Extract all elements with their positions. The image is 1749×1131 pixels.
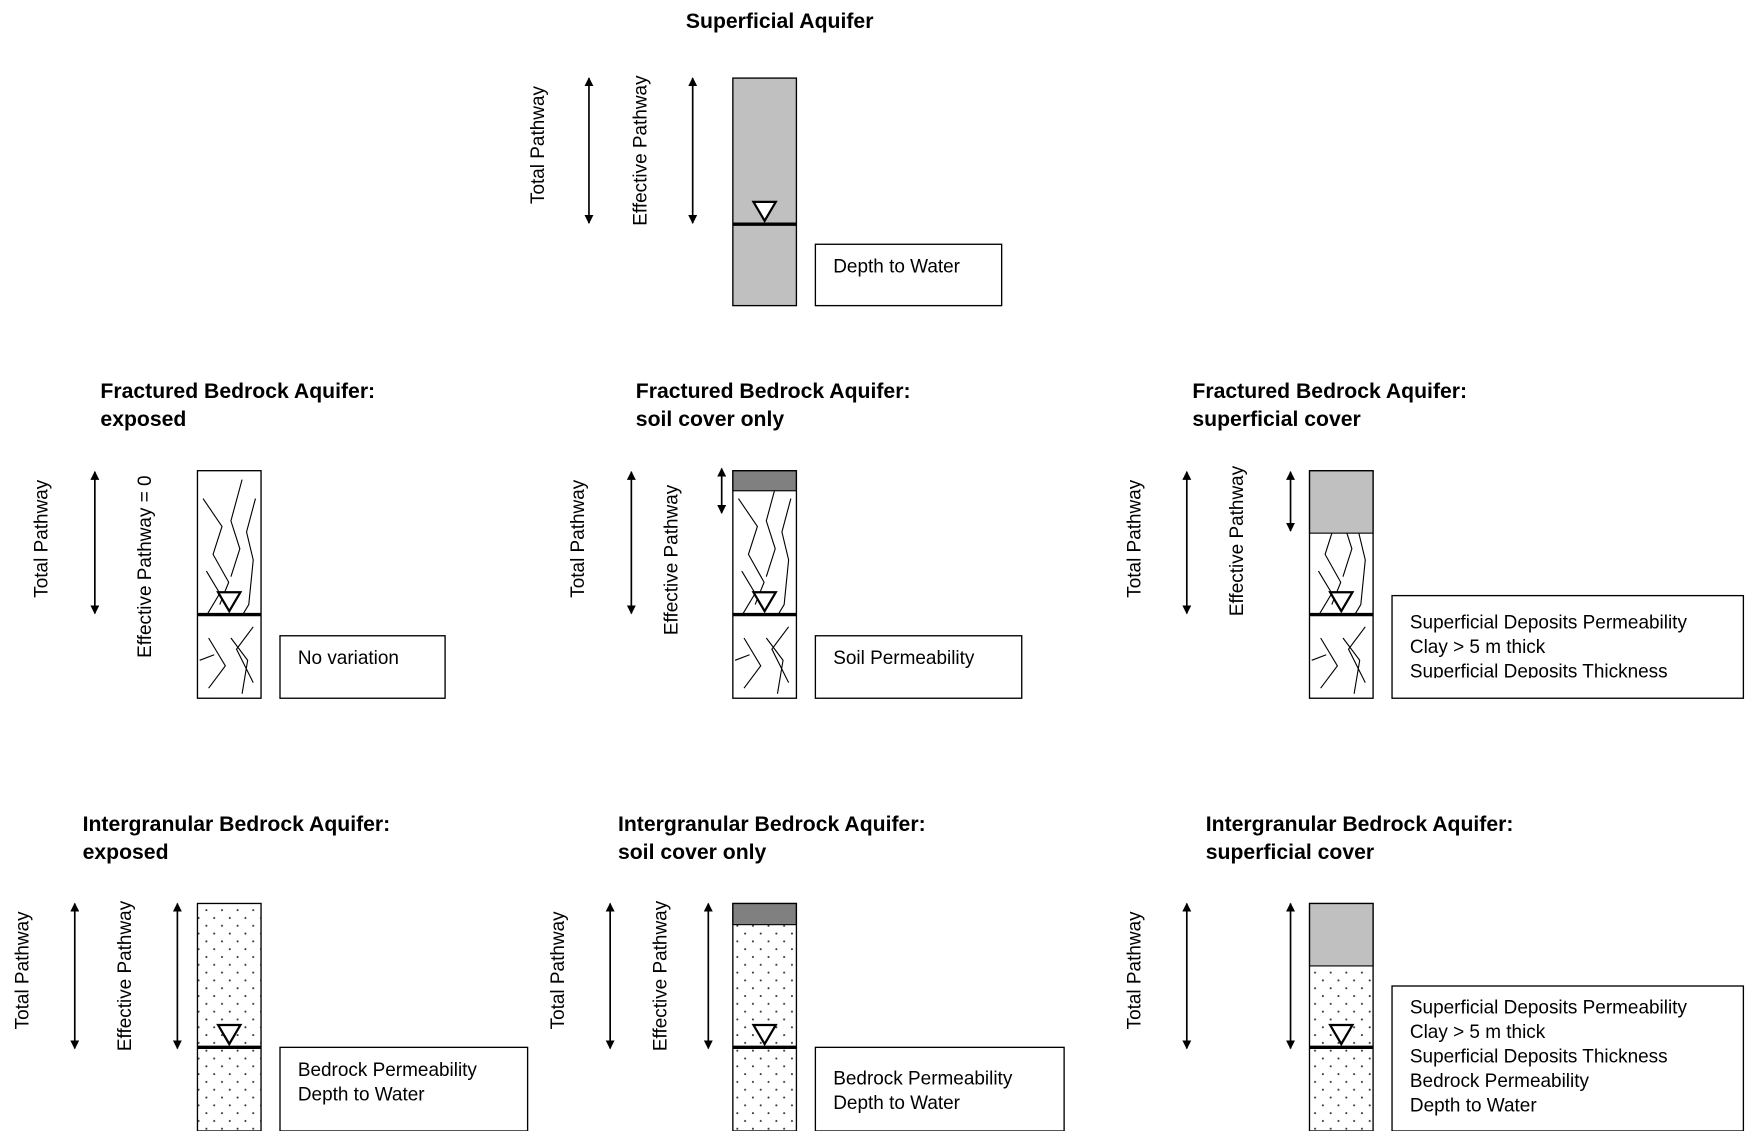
panel-title: Fractured Bedrock Aquifer: bbox=[100, 380, 375, 403]
factor-line: Superficial Deposits Permeability bbox=[1410, 613, 1688, 634]
aquifer-column bbox=[733, 903, 797, 1131]
cover-layer bbox=[1310, 903, 1374, 965]
factor-line: Superficial Deposits Permeability bbox=[1410, 997, 1688, 1018]
pathway-label: Effective Pathway bbox=[662, 484, 683, 635]
pathway-label: Total Pathway bbox=[12, 911, 33, 1030]
factor-line: Superficial Deposits Thickness bbox=[1410, 1046, 1668, 1067]
diagram: Superficial Aquifer Total Pathway Effectiv… bbox=[0, 0, 1749, 1131]
cover-layer bbox=[733, 471, 797, 491]
factor-line: Bedrock Permeability bbox=[833, 1069, 1013, 1090]
factor-line: Clay > 5 m thick bbox=[1410, 637, 1546, 658]
panel-title: Superficial Aquifer bbox=[686, 10, 874, 33]
panel-title: exposed bbox=[100, 408, 186, 431]
aquifer-column bbox=[1310, 471, 1374, 699]
factor-line: No variation bbox=[298, 648, 399, 669]
panel-title: Fractured Bedrock Aquifer: bbox=[1192, 380, 1467, 403]
cover-layer bbox=[1310, 471, 1374, 533]
factor-line: Depth to Water bbox=[833, 1093, 960, 1114]
aquifer-column bbox=[197, 471, 261, 699]
panel-title: Intergranular Bedrock Aquifer: bbox=[1206, 813, 1514, 836]
factor-line: Depth to Water bbox=[833, 257, 960, 278]
pathway-label: Effective Pathway bbox=[1227, 465, 1248, 616]
aquifer-column bbox=[197, 903, 261, 1131]
factor-line: Bedrock Permeability bbox=[1410, 1071, 1590, 1092]
pathway-label: Total Pathway bbox=[568, 479, 589, 598]
panel-title: soil cover only bbox=[636, 408, 785, 431]
pathway-label: Total Pathway bbox=[1125, 911, 1146, 1030]
aquifer-column bbox=[733, 471, 797, 699]
panel-title: soil cover only bbox=[618, 841, 767, 864]
panel-title: Intergranular Bedrock Aquifer: bbox=[83, 813, 391, 836]
pathway-label: Effective Pathway = 0 bbox=[135, 475, 156, 657]
panel-title: superficial cover bbox=[1192, 408, 1360, 431]
pathway-label: Total Pathway bbox=[1125, 479, 1146, 598]
pathway-label: Effective Pathway bbox=[115, 900, 136, 1051]
factor-line: Depth to Water bbox=[298, 1084, 425, 1105]
column-fill bbox=[733, 78, 797, 306]
pathway-label: Effective Pathway bbox=[650, 900, 671, 1051]
aquifer-column bbox=[733, 78, 797, 306]
panel-title: Fractured Bedrock Aquifer: bbox=[636, 380, 911, 403]
column-fill bbox=[733, 903, 797, 1131]
pathway-label: Total Pathway bbox=[528, 85, 549, 204]
pathway-label: Effective Pathway bbox=[630, 75, 651, 226]
aquifer-column bbox=[1310, 903, 1374, 1131]
cover-layer bbox=[733, 903, 797, 924]
factor-line: Soil Permeability bbox=[833, 648, 975, 669]
column-fill bbox=[197, 903, 261, 1131]
factor-line: Clay > 5 m thick bbox=[1410, 1022, 1546, 1043]
factor-line: Bedrock Permeability bbox=[298, 1060, 478, 1081]
factor-line: Depth to Water bbox=[1410, 1095, 1537, 1116]
panel-title: Intergranular Bedrock Aquifer: bbox=[618, 813, 926, 836]
pathway-label: Total Pathway bbox=[548, 911, 569, 1030]
panel-title: exposed bbox=[83, 841, 169, 864]
panel-title: superficial cover bbox=[1206, 841, 1374, 864]
pathway-label: Total Pathway bbox=[31, 479, 52, 598]
